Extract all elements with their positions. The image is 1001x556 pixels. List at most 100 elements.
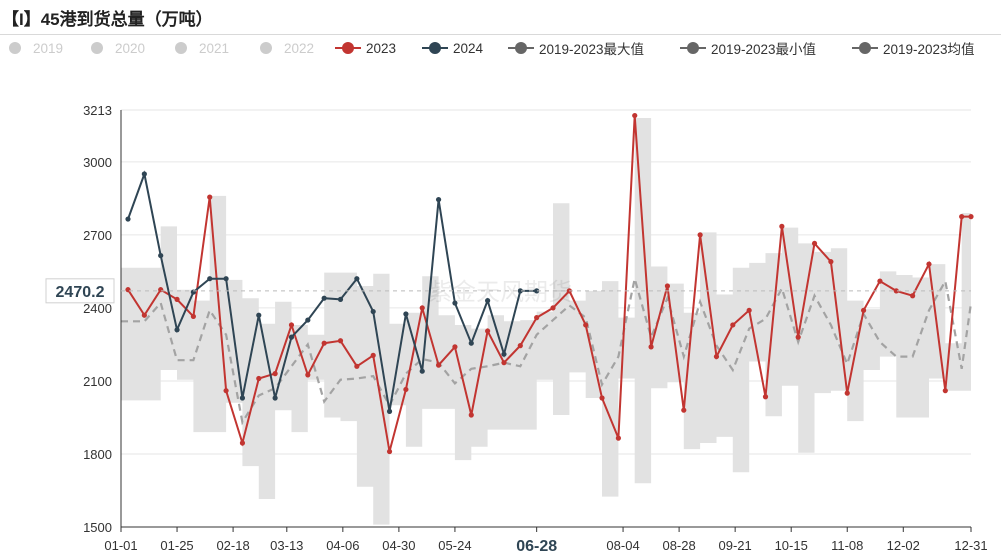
series-2024-point xyxy=(125,216,131,222)
series-2024-point xyxy=(517,288,523,294)
series-2023-point xyxy=(501,360,507,366)
series-2024-point xyxy=(485,298,491,304)
series-2023-point xyxy=(190,313,196,320)
y-tick-label: 2400 xyxy=(83,301,112,316)
series-2023-point xyxy=(583,322,589,328)
average-line xyxy=(121,277,973,426)
series-2023-point xyxy=(272,371,278,377)
x-tick-label: 10-15 xyxy=(775,538,808,553)
series-2023-point xyxy=(223,388,229,394)
series-2023-point xyxy=(370,352,376,358)
series-2023-point xyxy=(452,344,458,350)
series-2023-point xyxy=(877,278,883,284)
series-2023-point xyxy=(468,412,474,418)
x-tick-label: 11-08 xyxy=(831,538,863,553)
series-2023-point xyxy=(403,386,409,393)
legend-label: 2024 xyxy=(453,40,484,56)
x-tick-label: 04-30 xyxy=(382,538,415,553)
series-2023-point xyxy=(811,240,818,247)
series-2023-point xyxy=(959,214,965,220)
series-2024-point xyxy=(256,312,262,318)
legend-item-avg[interactable]: 2019-2023均值 xyxy=(852,38,975,58)
legend-item-max[interactable]: 2019-2023最大值 xyxy=(508,38,644,58)
series-2024-point xyxy=(419,368,425,374)
series-2024-point xyxy=(190,289,196,295)
y-tick-label: 1800 xyxy=(83,447,112,462)
series-2024-point xyxy=(452,300,458,306)
series-2024-point xyxy=(305,317,311,323)
legend-item-2019[interactable]: 2019 xyxy=(2,38,63,58)
series-2023-point xyxy=(354,363,360,369)
axis-pointer: 2470.2 06-28 xyxy=(45,278,971,556)
series-2023-point xyxy=(893,288,899,294)
average-series xyxy=(121,277,973,426)
series-2023-point xyxy=(828,259,834,265)
y-tick-label: 1500 xyxy=(83,520,112,535)
series-2023-point xyxy=(435,362,442,368)
series-2023-point xyxy=(239,440,246,446)
series-2023-point xyxy=(256,375,262,382)
series-2024-point xyxy=(435,196,442,203)
series-2023-point xyxy=(968,214,974,220)
series-2023-point xyxy=(419,305,425,311)
series-2024-point xyxy=(501,351,507,357)
y-pointer-box xyxy=(45,278,115,304)
series-2023-point xyxy=(942,388,948,394)
legend-line-dot-icon xyxy=(422,38,448,58)
series-2023-point xyxy=(648,344,654,350)
series-2024-line xyxy=(127,170,537,412)
legend-item-2022[interactable]: 2022 xyxy=(253,38,314,58)
min-max-band xyxy=(121,118,971,525)
series-2024-point xyxy=(534,288,540,294)
x-tick-label: 01-01 xyxy=(104,538,137,553)
min-max-band-area xyxy=(121,118,971,525)
series-2023-point xyxy=(632,112,638,119)
legend-dot-icon xyxy=(253,38,279,58)
series-2023-point xyxy=(207,194,213,200)
series-2024-point xyxy=(158,252,164,259)
legend-label: 2023 xyxy=(366,40,397,56)
y-tick-label: 3213 xyxy=(83,103,112,118)
series-2023-point xyxy=(305,372,311,378)
legend-item-2023[interactable]: 2023 xyxy=(335,38,396,58)
series-2023-point xyxy=(599,395,605,401)
legend-item-2024[interactable]: 2024 xyxy=(422,38,483,58)
series-2023-point xyxy=(386,448,393,455)
series-2023-point xyxy=(664,283,671,289)
series-2023-point xyxy=(288,322,295,328)
series-2023-point xyxy=(125,287,131,293)
series-2024-point xyxy=(354,276,360,282)
series-2023-point xyxy=(485,328,491,334)
legend-label: 2019 xyxy=(33,40,64,56)
y-tick-label: 2100 xyxy=(83,374,112,389)
series-2023-point xyxy=(321,340,327,346)
chart-legend: 2019 2020 2021 2022 2023 2024 2019-2023最… xyxy=(0,38,1001,58)
series-2024-point xyxy=(370,308,376,315)
series-2024-point xyxy=(403,311,409,317)
series-2023-point xyxy=(158,287,164,293)
series-2024-point xyxy=(272,395,278,401)
legend-item-min[interactable]: 2019-2023最小值 xyxy=(680,38,816,58)
legend-item-2021[interactable]: 2021 xyxy=(168,38,229,58)
legend-label: 2019-2023均值 xyxy=(883,42,975,57)
series-2023-point xyxy=(681,407,687,413)
series-2023-point xyxy=(517,343,523,349)
x-tick-label: 08-04 xyxy=(606,538,639,553)
series-2023-point xyxy=(174,296,180,302)
x-pointer-label: 06-28 xyxy=(516,538,557,555)
series-2024-point xyxy=(321,295,327,301)
legend-label: 2019-2023最大值 xyxy=(539,42,645,57)
legend-dot-icon xyxy=(168,38,194,58)
series-2023-point xyxy=(337,338,344,344)
x-tick-label: 05-24 xyxy=(438,538,471,553)
series-2023-point xyxy=(779,223,785,229)
series-2023-point xyxy=(926,261,932,267)
series-2024-point xyxy=(239,395,246,401)
legend-item-2020[interactable]: 2020 xyxy=(84,38,145,58)
legend-label: 2022 xyxy=(284,40,315,56)
legend-line-dot-icon xyxy=(335,38,361,58)
series-2024-point xyxy=(468,340,474,346)
x-pointer-box xyxy=(500,532,573,556)
legend-line-dot-icon xyxy=(508,38,534,58)
